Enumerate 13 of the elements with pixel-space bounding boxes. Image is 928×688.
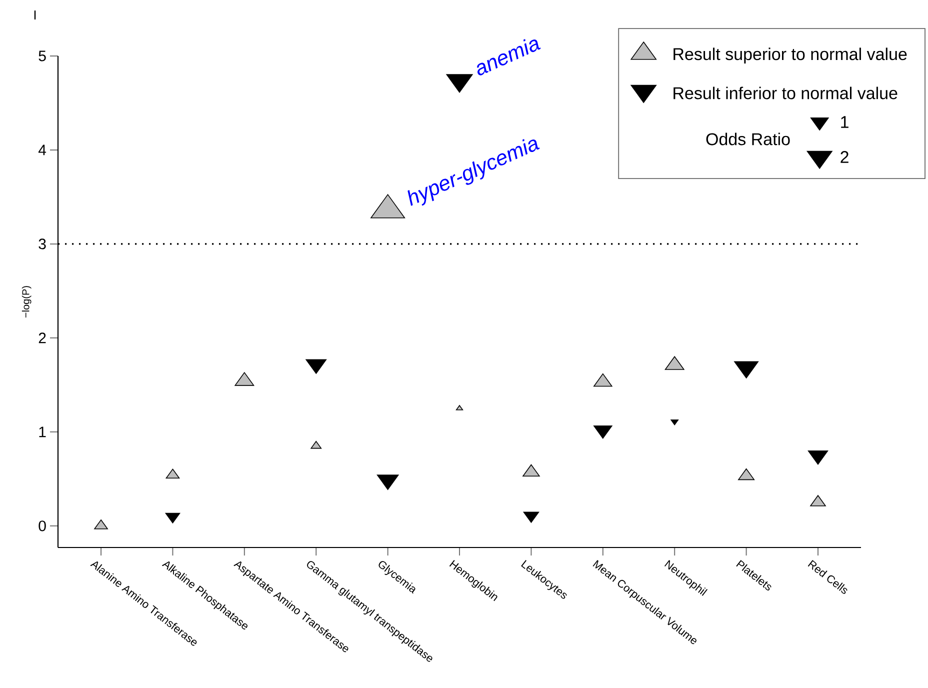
y-tick-label: 3 bbox=[38, 238, 46, 250]
legend-label: Result inferior to normal value bbox=[674, 86, 898, 100]
legend-label: 1 bbox=[841, 116, 848, 128]
y-tick-label: 2 bbox=[38, 332, 46, 344]
y-tick-label: 5 bbox=[38, 50, 46, 62]
y-tick-label: 0 bbox=[38, 520, 46, 532]
y-tick-label: 1 bbox=[39, 426, 46, 438]
legend-label: 2 bbox=[840, 151, 848, 163]
legend-title: Odds Ratio bbox=[706, 132, 790, 146]
y-axis-title: −log(P) bbox=[22, 286, 32, 318]
legend-label: Result superior to normal value bbox=[674, 48, 907, 64]
text: I bbox=[34, 10, 36, 20]
y-tick-label: 4 bbox=[38, 144, 46, 156]
